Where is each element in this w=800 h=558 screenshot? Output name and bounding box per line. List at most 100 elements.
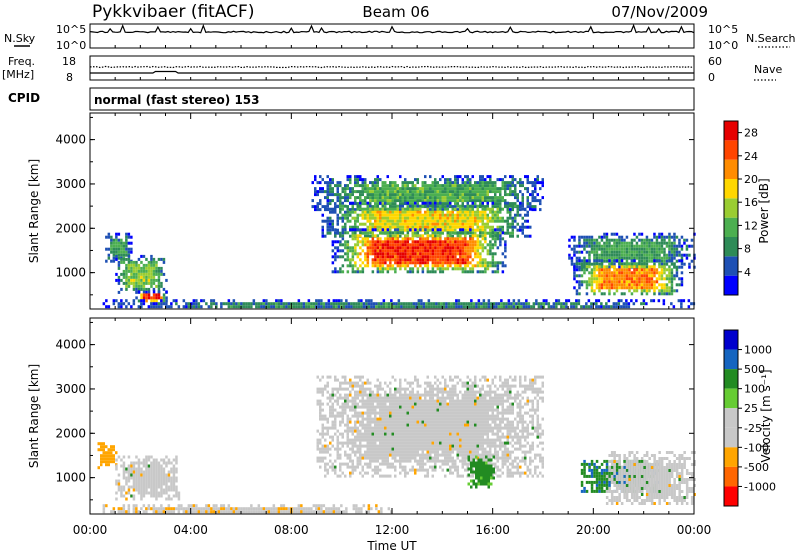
data-cell [478, 302, 481, 305]
data-cell [464, 255, 467, 258]
data-cell [324, 196, 327, 199]
data-cell [140, 270, 143, 273]
data-cell [317, 442, 320, 445]
data-cell [133, 507, 136, 510]
data-cell [613, 257, 616, 260]
data-cell [329, 187, 332, 190]
data-cell [387, 246, 390, 249]
data-cell [464, 211, 467, 214]
data-cell [633, 302, 636, 305]
data-cell [402, 261, 405, 264]
data-cell [553, 302, 556, 305]
data-cell [369, 240, 372, 243]
data-cell [399, 231, 402, 234]
data-cell [337, 187, 340, 190]
data-cell [666, 236, 669, 239]
data-cell [432, 267, 435, 270]
data-cell [409, 267, 412, 270]
data-cell [359, 223, 362, 226]
data-cell [596, 280, 599, 283]
data-cell [492, 229, 495, 232]
data-cell [623, 248, 626, 251]
data-cell [143, 285, 146, 288]
data-cell [462, 223, 465, 226]
data-cell [158, 290, 161, 293]
data-cell [439, 208, 442, 211]
data-cell [603, 286, 606, 289]
data-cell [534, 205, 537, 208]
data-cell [603, 257, 606, 260]
data-cell [678, 283, 681, 286]
data-cell [449, 223, 452, 226]
data-cell [427, 231, 430, 234]
data-cell [527, 187, 530, 190]
data-cell [439, 187, 442, 190]
data-cell [646, 239, 649, 242]
data-cell [543, 302, 546, 305]
data-cell [319, 466, 322, 469]
data-cell [382, 228, 385, 231]
data-cell [447, 184, 450, 187]
data-cell [499, 211, 502, 214]
data-cell [354, 246, 357, 249]
data-cell [417, 181, 420, 184]
data-cell [352, 430, 355, 433]
data-cell [583, 242, 586, 245]
data-cell [342, 205, 345, 208]
data-cell [160, 285, 163, 288]
data-cell [444, 237, 447, 240]
data-cell [596, 248, 599, 251]
data-cell [427, 223, 430, 226]
data-cell [509, 223, 512, 226]
data-cell [434, 211, 437, 214]
data-cell [133, 261, 136, 264]
data-cell [459, 205, 462, 208]
data-cell [220, 504, 223, 507]
data-cell [359, 415, 362, 418]
data-cell [108, 451, 111, 454]
data-cell [332, 228, 335, 231]
data-cell [334, 193, 337, 196]
data-cell [374, 255, 377, 258]
data-cell [409, 249, 412, 252]
data-cell [369, 433, 372, 436]
data-cell [628, 302, 631, 305]
data-cell [387, 214, 390, 217]
data-cell [651, 271, 654, 274]
data-cell [479, 178, 482, 181]
data-cell [427, 243, 430, 246]
data-cell [143, 273, 146, 276]
data-cell [484, 184, 487, 187]
data-cell [389, 202, 392, 205]
data-cell [432, 205, 435, 208]
data-cell [170, 489, 173, 492]
data-cell [454, 208, 457, 211]
data-cell [583, 280, 586, 283]
data-cell [586, 236, 589, 239]
colorbar-tick-label: 20 [744, 173, 758, 186]
data-cell [663, 236, 666, 239]
data-cell [429, 199, 432, 202]
data-cell [474, 234, 477, 237]
data-cell [432, 187, 435, 190]
data-cell [173, 510, 176, 513]
data-cell [464, 205, 467, 208]
data-cell [625, 305, 628, 308]
data-cell [522, 184, 525, 187]
data-cell [328, 302, 331, 305]
data-cell [332, 243, 335, 246]
data-cell [499, 217, 502, 220]
data-cell [512, 181, 515, 184]
data-cell [422, 199, 425, 202]
data-cell [620, 305, 623, 308]
data-cell [120, 261, 123, 264]
data-cell [494, 193, 497, 196]
data-cell [668, 268, 671, 271]
data-cell [330, 302, 333, 305]
data-cell [389, 208, 392, 211]
data-cell [389, 264, 392, 267]
data-cell [288, 507, 291, 510]
data-cell [532, 184, 535, 187]
data-cell [133, 480, 136, 483]
data-cell [320, 305, 323, 308]
